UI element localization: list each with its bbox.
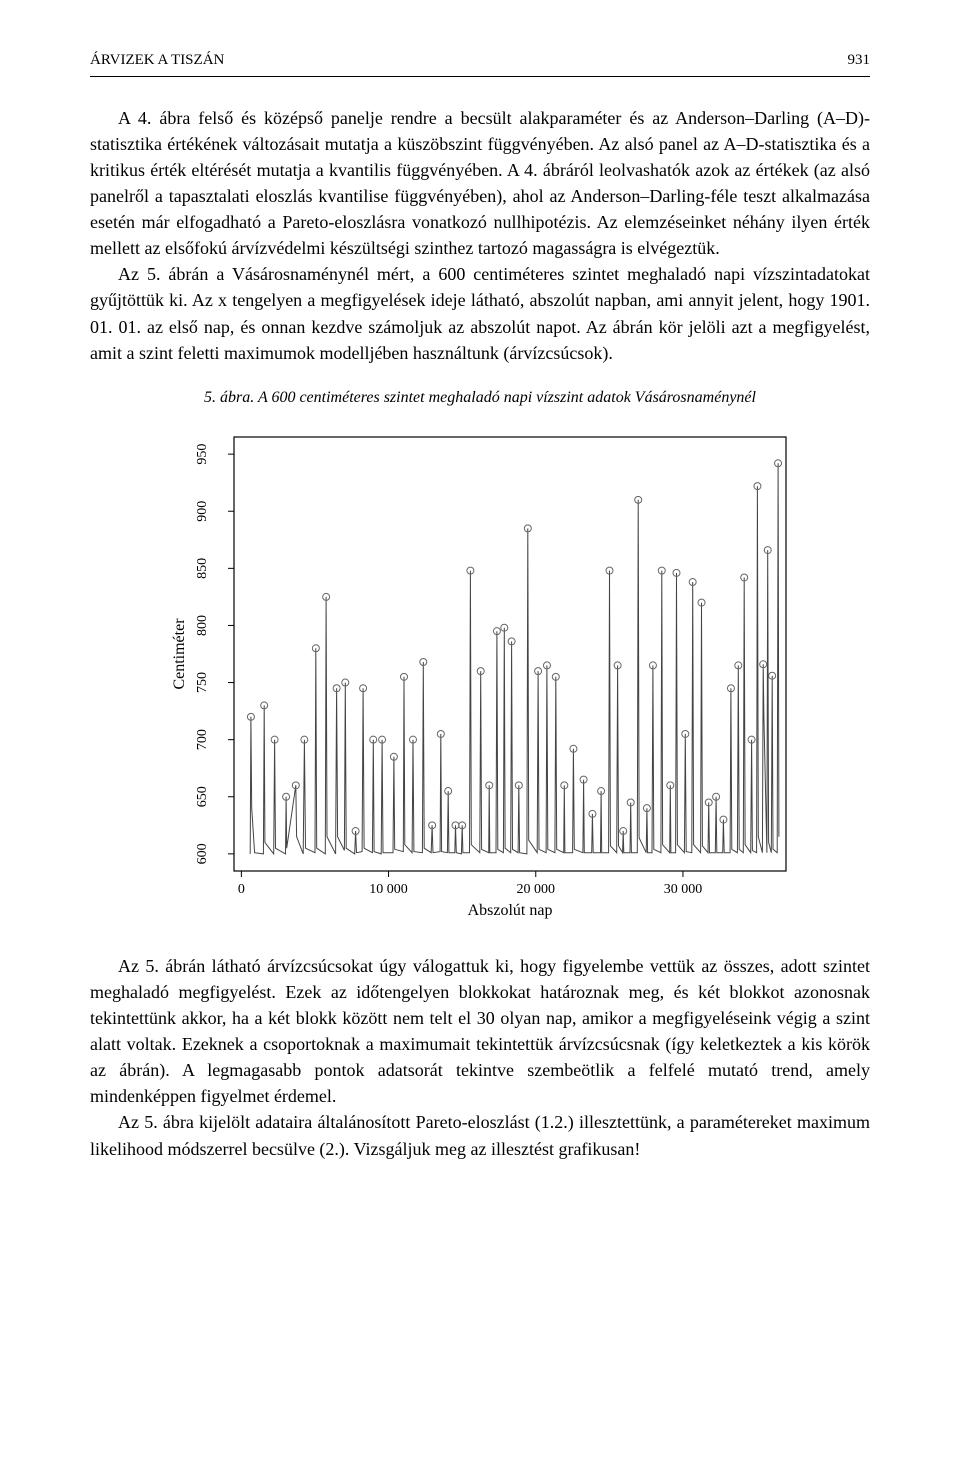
xtick-label: 30 000 <box>664 882 703 897</box>
ytick-label: 650 <box>195 786 210 807</box>
paragraph-1: A 4. ábra felső és középső panelje rendr… <box>90 105 870 262</box>
ytick-label: 750 <box>195 672 210 693</box>
running-header: ÁRVIZEK A TISZÁN 931 <box>90 50 870 77</box>
figure-caption: 5. ábra. A 600 centiméteres szintet megh… <box>90 386 870 409</box>
running-title: ÁRVIZEK A TISZÁN <box>90 50 224 72</box>
x-axis-title: Abszolút nap <box>468 902 553 919</box>
paragraph-3: Az 5. ábrán látható árvízcsúcsokat úgy v… <box>90 953 870 1110</box>
paragraph-4: Az 5. ábra kijelölt adataira általánosít… <box>90 1109 870 1161</box>
xtick-label: 0 <box>238 882 245 897</box>
paragraph-2: Az 5. ábrán a Vásárosnaménynél mért, a 6… <box>90 261 870 365</box>
chart-container: 600 650 700 750 800 850 900 950 0 10 000 20 000 30 … <box>160 427 800 927</box>
xtick-label: 20 000 <box>517 882 556 897</box>
series-line <box>250 463 779 854</box>
line-chart: 600 650 700 750 800 850 900 950 0 10 000 20 000 30 … <box>160 427 800 927</box>
ytick-label: 700 <box>195 729 210 750</box>
page-number: 931 <box>848 50 871 72</box>
y-axis-title: Centiméter <box>171 618 188 690</box>
ytick-label: 900 <box>195 501 210 522</box>
ytick-label: 950 <box>195 444 210 465</box>
xtick-label: 10 000 <box>369 882 408 897</box>
ytick-label: 600 <box>195 843 210 864</box>
ytick-label: 850 <box>195 558 210 579</box>
ytick-label: 800 <box>195 615 210 636</box>
